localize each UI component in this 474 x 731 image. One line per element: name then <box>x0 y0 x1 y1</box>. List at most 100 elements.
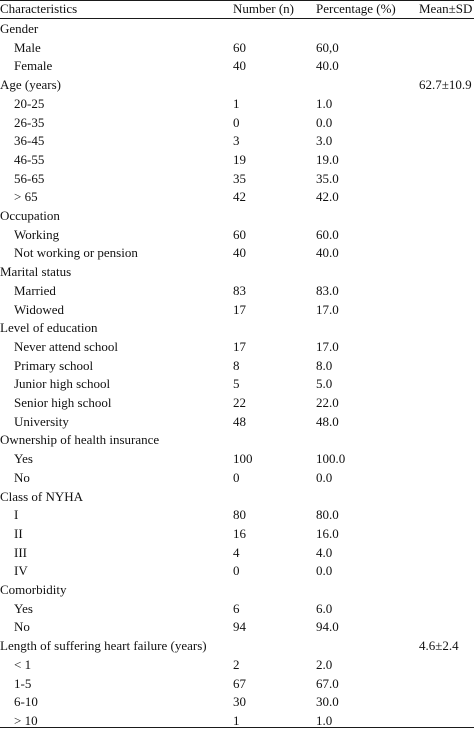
row-label: 6-10 <box>14 694 38 710</box>
row-label: Occupation <box>0 208 60 223</box>
table-row: Married 83 83.0 <box>0 282 474 301</box>
row-label: Marital status <box>0 264 72 280</box>
row-label: III <box>14 544 27 560</box>
row-percentage: 60,0 <box>316 39 339 55</box>
table-top-rule <box>0 0 474 1</box>
row-label: Senior high school <box>14 395 112 410</box>
table-row-category: Ownership of health insurance <box>0 431 474 450</box>
row-percentage: 17.0 <box>316 301 339 317</box>
row-number: 40 <box>233 245 246 261</box>
row-label: Level of education <box>0 320 98 336</box>
table-row: No 94 94.0 <box>0 618 474 637</box>
table-row-category: Length of suffering heart failure (years… <box>0 637 474 656</box>
row-label: University <box>14 413 69 429</box>
table-row-category: Level of education <box>0 319 474 338</box>
header-mean-sd: Mean±SD <box>419 1 473 16</box>
row-label: Not working or pension <box>14 245 138 261</box>
row-label: Age (years) <box>0 77 61 93</box>
row-label: II <box>14 525 23 541</box>
row-number: 17 <box>233 338 246 354</box>
row-label: Yes <box>14 451 33 467</box>
row-number: 0 <box>233 469 240 485</box>
row-label: No <box>14 619 30 635</box>
row-number: 60 <box>233 39 246 55</box>
row-mean-sd: 62.7±10.9 <box>419 77 472 93</box>
table-row-category: Occupation <box>0 207 474 226</box>
row-percentage: 1.0 <box>316 95 333 111</box>
row-number: 0 <box>233 563 240 579</box>
table-row: Male 60 60,0 <box>0 39 474 58</box>
table-bottom-rule <box>0 727 474 728</box>
table-row: 26-35 0 0.0 <box>0 114 474 133</box>
row-percentage: 6.0 <box>316 600 333 616</box>
table-row: University 48 48.0 <box>0 413 474 432</box>
row-number: 16 <box>233 525 246 541</box>
table-row: Yes 6 6.0 <box>0 600 474 619</box>
row-number: 48 <box>233 413 246 429</box>
row-number: 60 <box>233 226 246 242</box>
table-row-category: Marital status <box>0 263 474 282</box>
table-row: 46-55 19 19.0 <box>0 151 474 170</box>
row-number: 42 <box>233 189 246 205</box>
table-row: 1-5 67 67.0 <box>0 675 474 694</box>
table-row-category: Age (years) 62.7±10.9 <box>0 76 474 95</box>
row-label: Gender <box>0 21 39 36</box>
row-number: 17 <box>233 301 246 317</box>
row-label: Junior high school <box>14 376 111 392</box>
row-label: Never attend school <box>14 338 118 354</box>
row-percentage: 40.0 <box>316 58 339 74</box>
table-row: > 10 1 1.0 <box>0 712 474 731</box>
table-row-category: Gender <box>0 20 474 39</box>
table-row: No 0 0.0 <box>0 469 474 488</box>
row-label: 46-55 <box>14 151 45 167</box>
row-number: 4 <box>233 544 240 560</box>
row-percentage: 0.0 <box>316 114 333 130</box>
row-mean-sd: 4.6±2.4 <box>419 638 459 654</box>
row-number: 22 <box>233 395 246 410</box>
row-label: 20-25 <box>14 95 45 111</box>
row-percentage: 48.0 <box>316 413 339 429</box>
row-percentage: 22.0 <box>316 395 339 410</box>
table-row-category: Class of NYHA <box>0 488 474 507</box>
header-characteristics: Characteristics <box>0 1 78 16</box>
row-label: > 65 <box>14 189 38 205</box>
row-percentage: 17.0 <box>316 338 339 354</box>
table-row: Working 60 60.0 <box>0 226 474 245</box>
row-label: Length of suffering heart failure (years… <box>0 638 207 654</box>
table-header-row: Characteristics Number (n) Percentage (%… <box>0 0 474 19</box>
row-percentage: 60.0 <box>316 226 339 242</box>
row-percentage: 0.0 <box>316 469 333 485</box>
row-number: 19 <box>233 151 246 167</box>
table-row: < 1 2 2.0 <box>0 656 474 675</box>
row-label: Yes <box>14 600 33 616</box>
row-number: 35 <box>233 170 246 186</box>
row-label: Widowed <box>14 301 65 317</box>
row-number: 5 <box>233 376 240 392</box>
row-label: Male <box>14 39 41 55</box>
row-percentage: 35.0 <box>316 170 339 186</box>
row-number: 30 <box>233 694 246 710</box>
table-row: 20-25 1 1.0 <box>0 95 474 114</box>
row-percentage: 3.0 <box>316 133 333 149</box>
row-label: IV <box>14 563 28 579</box>
row-number: 6 <box>233 600 240 616</box>
table-row: 56-65 35 35.0 <box>0 170 474 189</box>
table-row: Widowed 17 17.0 <box>0 301 474 320</box>
row-number: 80 <box>233 507 246 523</box>
row-number: 1 <box>233 712 240 728</box>
row-number: 94 <box>233 619 246 635</box>
row-percentage: 16.0 <box>316 525 339 541</box>
row-percentage: 100.0 <box>316 451 346 467</box>
table-row: > 65 42 42.0 <box>0 188 474 207</box>
row-number: 3 <box>233 133 240 149</box>
row-percentage: 80.0 <box>316 507 339 523</box>
row-label: 36-45 <box>14 133 45 149</box>
row-label: Primary school <box>14 357 94 373</box>
row-label: Ownership of health insurance <box>0 432 160 448</box>
row-label: Working <box>14 226 60 242</box>
row-number: 40 <box>233 58 246 74</box>
row-percentage: 83.0 <box>316 282 339 298</box>
table-row: II 16 16.0 <box>0 525 474 544</box>
row-percentage: 30.0 <box>316 694 339 710</box>
